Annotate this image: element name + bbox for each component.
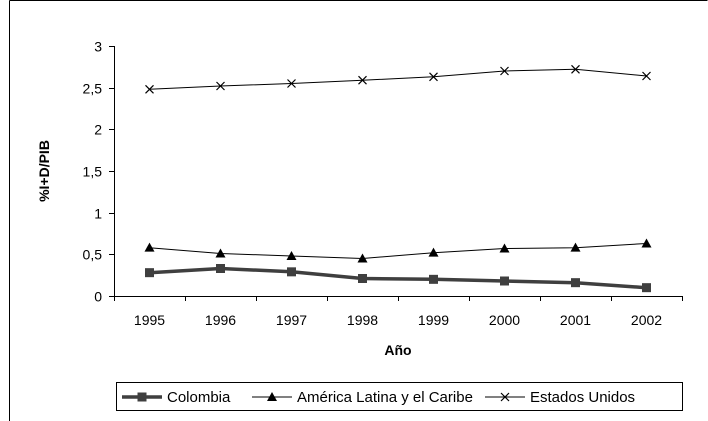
x-tick-label: 2001 [560,312,591,328]
series-2 [144,238,652,263]
legend-item-1: Colombia [122,389,231,406]
x-tick-label: 1995 [134,312,165,328]
x-axis-title: Año [384,342,411,358]
series-3 [145,64,651,94]
series-1 [145,264,651,293]
data-point [500,66,509,76]
legend-label: América Latina y el Caribe [297,389,473,406]
data-point [642,283,651,293]
legend-marker [137,392,147,402]
y-tick-label: 1,5 [83,164,103,180]
legend-items: Colombia América Latina y el Caribe Estado… [122,389,635,406]
data-point [570,242,581,252]
y-tick-label: 2,5 [83,81,103,97]
x-tick-label: 2000 [489,312,520,328]
data-point [145,268,154,278]
y-axis: 0 0,5 1 1,5 2 2,5 3 [83,39,115,305]
y-tick-label: 2 [94,122,102,138]
data-point [571,64,580,74]
x-axis: 1995 1996 1997 1998 1999 2000 2001 2002 [114,296,683,328]
legend-item-2: América Latina y el Caribe [252,389,473,406]
x-tick-label: 1999 [418,312,449,328]
data-point [358,75,367,85]
x-tick-label: 1998 [347,312,378,328]
y-tick-label: 0 [94,289,102,305]
series-line [149,266,647,290]
data-point [215,248,226,258]
data-point [429,72,438,82]
x-tick-label: 2002 [631,312,662,328]
data-point [286,251,297,260]
data-point [358,274,367,283]
data-point [571,278,580,288]
series-line [149,243,647,260]
legend-label: Colombia [167,389,231,406]
y-axis-title: %I+D/PIB [36,140,52,202]
data-point [144,242,155,252]
y-tick-label: 3 [94,39,102,55]
x-tick-label: 1997 [276,312,307,328]
data-point [216,264,225,273]
data-point [500,276,509,286]
data-point [216,81,225,91]
data-point [287,267,296,277]
data-point [641,238,652,248]
data-point [287,79,296,88]
x-tick-label: 1996 [205,312,236,328]
data-point [145,84,154,94]
data-point [357,253,368,263]
legend: Colombia América Latina y el Caribe Estado… [116,382,683,411]
data-point [642,71,651,81]
legend-label: Estados Unidos [530,389,635,406]
data-point [428,247,439,257]
series-layer [144,64,652,293]
legend-item-3: Estados Unidos [485,389,635,406]
y-tick-label: 0,5 [83,247,103,263]
legend-marker [500,392,510,402]
y-tick-label: 1 [94,206,102,222]
data-point [499,243,510,253]
series-line [149,68,647,90]
data-point [429,274,438,284]
legend-box [116,382,683,411]
legend-marker [267,392,277,401]
